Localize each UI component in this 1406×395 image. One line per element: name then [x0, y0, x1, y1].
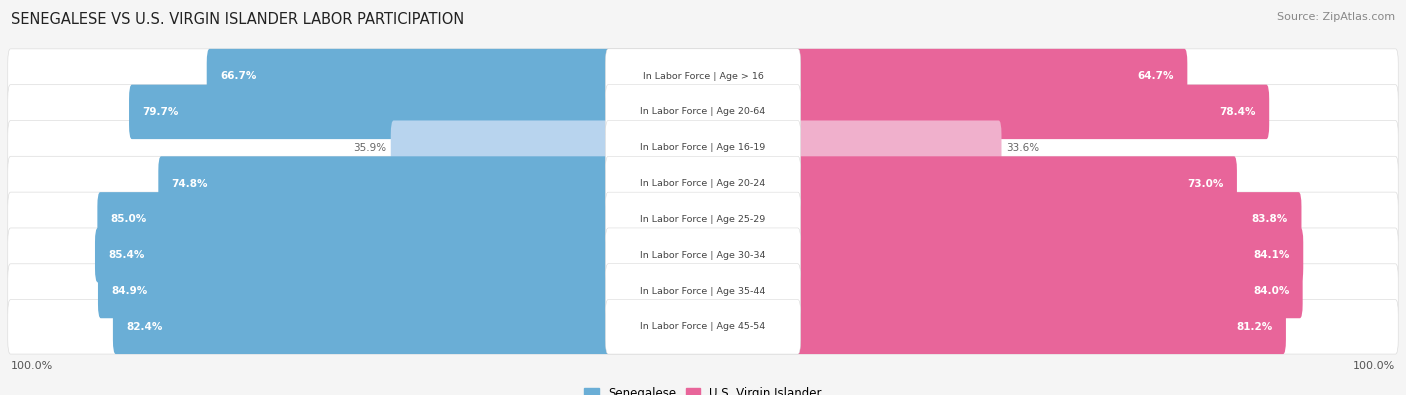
Text: 74.8%: 74.8%: [172, 179, 208, 188]
FancyBboxPatch shape: [129, 85, 610, 139]
FancyBboxPatch shape: [7, 156, 1398, 211]
FancyBboxPatch shape: [391, 120, 612, 175]
FancyBboxPatch shape: [112, 300, 610, 354]
FancyBboxPatch shape: [97, 192, 610, 246]
FancyBboxPatch shape: [606, 228, 801, 282]
Text: 85.0%: 85.0%: [111, 214, 148, 224]
Text: In Labor Force | Age 20-64: In Labor Force | Age 20-64: [640, 107, 766, 117]
Text: Source: ZipAtlas.com: Source: ZipAtlas.com: [1277, 12, 1395, 22]
FancyBboxPatch shape: [796, 156, 1237, 211]
FancyBboxPatch shape: [207, 49, 610, 103]
Text: 100.0%: 100.0%: [11, 361, 53, 371]
Text: SENEGALESE VS U.S. VIRGIN ISLANDER LABOR PARTICIPATION: SENEGALESE VS U.S. VIRGIN ISLANDER LABOR…: [11, 12, 464, 27]
FancyBboxPatch shape: [159, 156, 610, 211]
Text: 78.4%: 78.4%: [1219, 107, 1256, 117]
Text: In Labor Force | Age 35-44: In Labor Force | Age 35-44: [640, 286, 766, 295]
Text: 81.2%: 81.2%: [1236, 322, 1272, 332]
FancyBboxPatch shape: [7, 49, 1398, 103]
Text: 85.4%: 85.4%: [108, 250, 145, 260]
FancyBboxPatch shape: [606, 49, 801, 103]
FancyBboxPatch shape: [96, 228, 610, 282]
Text: 84.1%: 84.1%: [1254, 250, 1289, 260]
Text: 100.0%: 100.0%: [1353, 361, 1395, 371]
Text: 84.0%: 84.0%: [1253, 286, 1289, 296]
FancyBboxPatch shape: [606, 120, 801, 175]
FancyBboxPatch shape: [7, 192, 1398, 246]
FancyBboxPatch shape: [606, 85, 801, 139]
Text: In Labor Force | Age 16-19: In Labor Force | Age 16-19: [640, 143, 766, 152]
FancyBboxPatch shape: [7, 264, 1398, 318]
FancyBboxPatch shape: [796, 192, 1302, 246]
Text: 83.8%: 83.8%: [1251, 214, 1288, 224]
Text: 73.0%: 73.0%: [1187, 179, 1223, 188]
FancyBboxPatch shape: [7, 228, 1398, 282]
Legend: Senegalese, U.S. Virgin Islander: Senegalese, U.S. Virgin Islander: [579, 383, 827, 395]
FancyBboxPatch shape: [606, 156, 801, 211]
Text: In Labor Force | Age 25-29: In Labor Force | Age 25-29: [640, 215, 766, 224]
Text: In Labor Force | Age 45-54: In Labor Force | Age 45-54: [640, 322, 766, 331]
Text: 35.9%: 35.9%: [353, 143, 387, 153]
FancyBboxPatch shape: [7, 120, 1398, 175]
FancyBboxPatch shape: [796, 300, 1286, 354]
FancyBboxPatch shape: [606, 264, 801, 318]
Text: In Labor Force | Age 20-24: In Labor Force | Age 20-24: [640, 179, 766, 188]
FancyBboxPatch shape: [796, 85, 1270, 139]
FancyBboxPatch shape: [7, 85, 1398, 139]
Text: In Labor Force | Age 30-34: In Labor Force | Age 30-34: [640, 251, 766, 260]
Text: 79.7%: 79.7%: [142, 107, 179, 117]
Text: 64.7%: 64.7%: [1137, 71, 1174, 81]
FancyBboxPatch shape: [98, 264, 610, 318]
FancyBboxPatch shape: [796, 120, 1001, 175]
FancyBboxPatch shape: [796, 228, 1303, 282]
FancyBboxPatch shape: [796, 264, 1302, 318]
FancyBboxPatch shape: [606, 300, 801, 354]
Text: 66.7%: 66.7%: [221, 71, 256, 81]
FancyBboxPatch shape: [606, 192, 801, 246]
Text: In Labor Force | Age > 16: In Labor Force | Age > 16: [643, 71, 763, 81]
FancyBboxPatch shape: [796, 49, 1187, 103]
FancyBboxPatch shape: [7, 300, 1398, 354]
Text: 33.6%: 33.6%: [1005, 143, 1039, 153]
Text: 82.4%: 82.4%: [127, 322, 163, 332]
Text: 84.9%: 84.9%: [111, 286, 148, 296]
